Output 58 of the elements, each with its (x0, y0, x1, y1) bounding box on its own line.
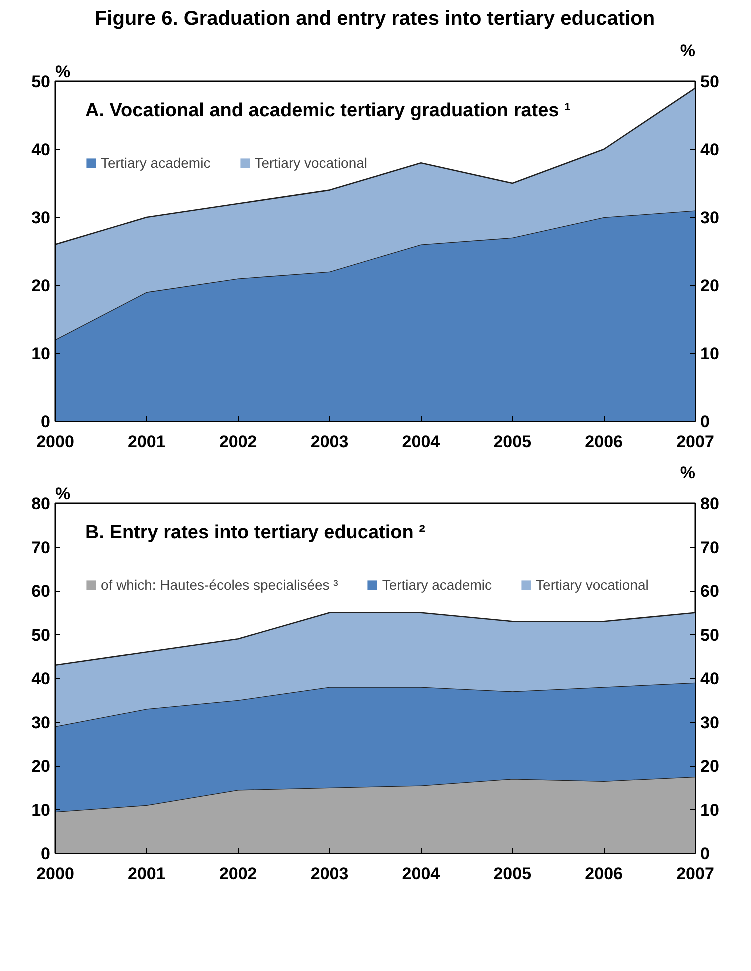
x-tick-label: 2007 (676, 432, 714, 452)
legend-label: Tertiary academic (382, 576, 492, 593)
y-axis-title: % (56, 62, 71, 82)
x-tick-label: 2000 (36, 432, 74, 452)
legend-label: Tertiary vocational (536, 576, 649, 593)
x-tick-label: 2002 (219, 864, 258, 884)
y2-tick-label: 20 (700, 276, 720, 296)
y2-tick-label: 10 (700, 344, 720, 364)
y2-tick-label: 70 (700, 538, 720, 557)
text: B. Entry rates into tertiary education ² (86, 522, 426, 544)
y2-tick-label: 80 (700, 494, 720, 514)
legend-label: Tertiary vocational (254, 154, 368, 171)
y-tick-label: 0 (41, 412, 51, 432)
y2-tick-label: 10 (700, 800, 720, 820)
caption: Figure 6. Graduation and entry rates into tertiary education (94, 7, 656, 32)
y2-tick-label: 20 (700, 756, 720, 776)
x-tick-label: 2005 (494, 432, 532, 452)
x-tick-label: 2004 (402, 864, 441, 884)
y2-tick-label: 50 (700, 72, 720, 92)
x-tick-label: 2002 (219, 432, 258, 452)
y2-tick-label: 40 (700, 140, 720, 160)
x-tick-label: 2001 (128, 432, 166, 452)
y-tick-label: 30 (32, 712, 51, 732)
y2-tick-label: 50 (700, 625, 720, 644)
y-tick-label: 50 (32, 625, 51, 644)
y-tick-label: 60 (32, 582, 51, 601)
legend-label: of which: Hautes-écoles specialisées ³ (101, 576, 338, 593)
y2-tick-label: 0 (700, 844, 710, 864)
x-tick-label: 2003 (310, 432, 349, 452)
x-tick-label: 2004 (402, 432, 441, 452)
y-tick-label: 20 (32, 756, 51, 776)
y-axis-title: % (56, 484, 71, 504)
y2-axis-title: % (680, 41, 696, 60)
x-tick-label: 2000 (36, 864, 74, 884)
x-tick-label: 2003 (310, 864, 349, 884)
y2-tick-label: 60 (700, 582, 720, 601)
y2-tick-label: 30 (700, 712, 720, 732)
x-tick-label: 2005 (494, 864, 532, 884)
x-tick-label: 2006 (585, 864, 623, 884)
y-tick-label: 50 (32, 72, 51, 92)
legend-label: Tertiary academic (101, 154, 211, 171)
x-tick-label: 2007 (676, 864, 714, 884)
y-tick-label: 10 (32, 344, 51, 364)
y2-tick-label: 40 (700, 669, 720, 688)
y-tick-label: 0 (41, 844, 51, 864)
y-tick-label: 70 (32, 538, 51, 557)
y-tick-label: 20 (32, 276, 51, 296)
x-tick-label: 2001 (128, 864, 166, 884)
y2-tick-label: 0 (700, 412, 710, 432)
y-tick-label: 40 (32, 669, 51, 688)
y-tick-label: 10 (32, 800, 51, 820)
text: A. Vocational and academic tertiary graduation rates ¹ (86, 100, 571, 122)
y-tick-label: 80 (32, 494, 51, 514)
x-tick-label: 2006 (585, 432, 623, 452)
y-tick-label: 40 (32, 140, 51, 160)
y2-tick-label: 30 (700, 208, 720, 228)
y2-axis-title: % (680, 463, 696, 482)
y-tick-label: 30 (32, 208, 51, 228)
